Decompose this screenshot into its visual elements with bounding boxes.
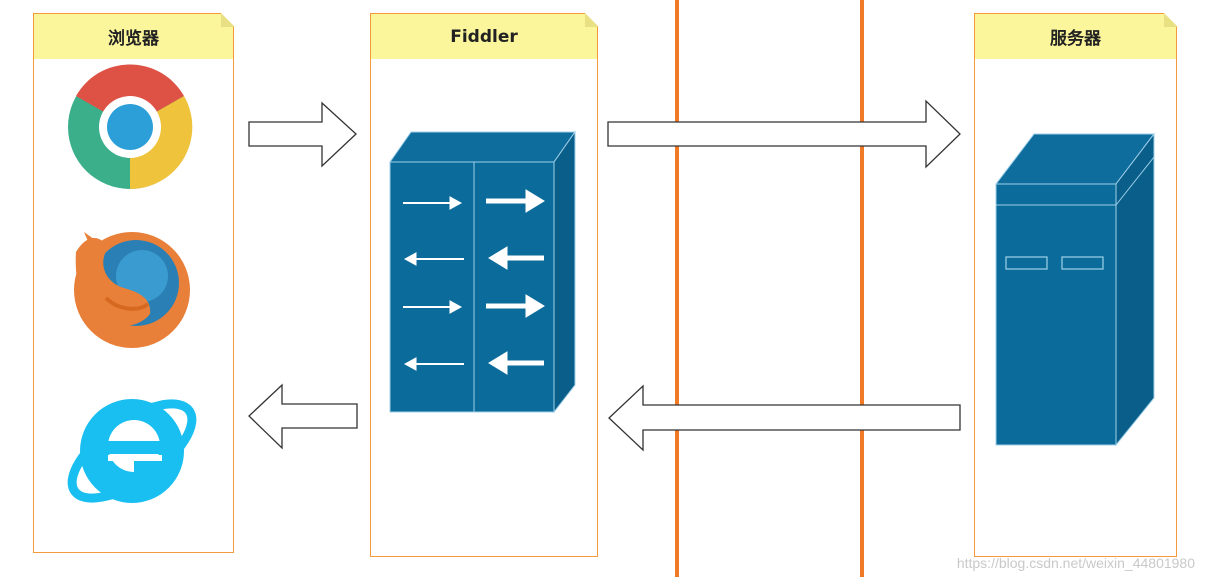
chrome-icon bbox=[68, 64, 193, 190]
arrow-fiddler-to-server bbox=[607, 99, 961, 169]
fiddler-switch-icon bbox=[389, 130, 576, 414]
divider-line-right bbox=[860, 0, 864, 577]
browser-lane-fold bbox=[220, 12, 235, 27]
server-icon bbox=[994, 132, 1156, 447]
server-lane-fold bbox=[1163, 12, 1178, 27]
fiddler-lane-title: Fiddler bbox=[371, 14, 597, 59]
server-lane-title: 服务器 bbox=[975, 14, 1176, 59]
arrow-server-to-fiddler bbox=[608, 384, 961, 452]
divider-line-left bbox=[675, 0, 679, 577]
watermark: https://blog.csdn.net/weixin_44801980 bbox=[956, 555, 1195, 571]
firefox-icon bbox=[74, 232, 190, 348]
browser-lane-title: 浏览器 bbox=[34, 14, 233, 59]
arrow-fiddler-to-browser bbox=[248, 383, 358, 450]
arrow-browser-to-fiddler bbox=[248, 101, 357, 168]
ie-icon bbox=[67, 399, 197, 503]
fiddler-lane-fold bbox=[584, 12, 599, 27]
